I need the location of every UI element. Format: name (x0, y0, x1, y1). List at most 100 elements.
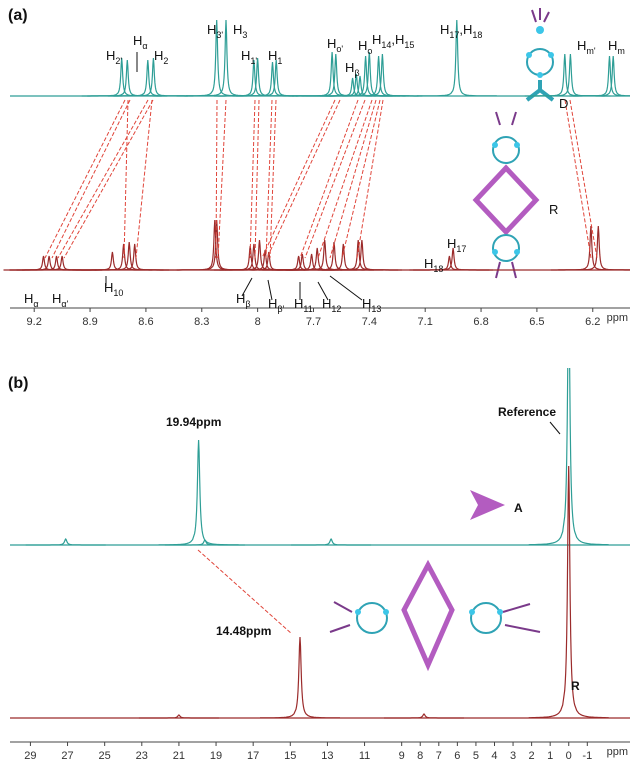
x-tick-label: 13 (321, 750, 333, 762)
peak-label: Hm (608, 38, 625, 56)
peak (177, 220, 257, 270)
x-tick-label: 23 (136, 750, 148, 762)
peak-label: Ho' (327, 36, 343, 54)
peak (72, 252, 152, 270)
x-tick-label: 25 (99, 750, 111, 762)
figure: (a)9.28.98.68.387.77.47.16.86.56.2ppmH2'… (0, 0, 630, 777)
x-tick-label: 3 (510, 750, 516, 762)
label-part: 17 (449, 30, 459, 40)
correlation-line (58, 100, 148, 258)
x-tick-label: 9 (399, 750, 405, 762)
label-part: Reference (498, 405, 556, 419)
peak (573, 56, 630, 96)
correlation-line (305, 100, 365, 258)
peak (214, 244, 294, 270)
peak-label: Hα (133, 33, 148, 51)
x-tick-label: 6 (454, 750, 460, 762)
label-part: 19.94ppm (166, 415, 221, 429)
label-part: H (362, 296, 371, 311)
label-part: m' (586, 46, 595, 56)
peak (292, 52, 372, 96)
correlation-line (342, 100, 380, 258)
x-tick-label: 8 (417, 750, 423, 762)
label-part: H (52, 291, 61, 306)
label-part: H (241, 48, 250, 63)
label-part: R (549, 202, 558, 217)
peak-label: R (571, 679, 580, 693)
peak (95, 244, 175, 270)
peak (113, 58, 193, 96)
x-tick-label: 19 (210, 750, 222, 762)
peak-label: D (559, 96, 568, 111)
label-part: 2' (115, 56, 122, 66)
x-tick-label: 1 (547, 750, 553, 762)
label-part: R (571, 679, 580, 693)
x-tick-label: 7.7 (306, 316, 321, 328)
peak-label: 14.48ppm (216, 624, 271, 638)
panel-title: (a) (8, 7, 28, 24)
correlation-line (318, 100, 372, 258)
label-part: ,H (459, 22, 472, 37)
x-tick-label: 15 (284, 750, 296, 762)
molecule-r-a (476, 112, 536, 278)
peak-label: Reference (498, 405, 556, 419)
label-part: H (207, 22, 216, 37)
peak-label: H17,H18 (440, 22, 482, 40)
x-tick-label: 17 (247, 750, 259, 762)
peak (291, 539, 371, 545)
peak (89, 242, 169, 270)
peak (329, 52, 409, 96)
x-tick-label: 0 (566, 750, 572, 762)
x-tick-label: 8 (255, 316, 261, 328)
label-part: 13 (371, 304, 381, 314)
x-tick-label: 6.5 (529, 316, 544, 328)
peak (9, 256, 89, 270)
label-part: 10 (113, 288, 123, 298)
peak (22, 256, 102, 270)
peak-label: Ho (358, 38, 372, 56)
x-tick-label: 8.6 (138, 316, 153, 328)
label-part: β (354, 68, 359, 78)
peak-label: H3' (207, 22, 223, 40)
label-part: β' (277, 304, 284, 314)
label-part: H (24, 291, 33, 306)
peak (87, 60, 167, 96)
peak (318, 240, 398, 270)
pointer (330, 276, 362, 300)
label-part: 14.48ppm (216, 624, 271, 638)
label-part: H (440, 22, 449, 37)
label-part: H (345, 60, 354, 75)
label-part: H (447, 236, 456, 251)
label-part: H (233, 22, 242, 37)
label-part: H (154, 48, 163, 63)
correlation-line (570, 100, 597, 258)
label-part: H (104, 280, 113, 295)
correlation-line (330, 100, 376, 258)
label-part: H (133, 33, 142, 48)
label-part: 11 (303, 304, 312, 314)
label-part: A (514, 501, 523, 515)
peak-label: H2 (154, 48, 168, 66)
label-part: 2 (163, 56, 168, 66)
label-part: H (236, 291, 245, 306)
correlation-line (255, 100, 259, 258)
correlation-line (52, 100, 130, 258)
spectrum-trace (4, 220, 630, 270)
label-part: 17 (456, 244, 466, 254)
label-part: H (358, 38, 367, 53)
label-part: 3 (242, 30, 247, 40)
x-tick-label: 2 (529, 750, 535, 762)
label-part: H (577, 38, 586, 53)
label-part: H (268, 296, 277, 311)
label-part: H (268, 48, 277, 63)
x-tick-label: 11 (359, 750, 370, 762)
label-part: o' (336, 44, 343, 54)
label-part: α' (61, 299, 68, 309)
x-tick-label: 6.8 (473, 316, 488, 328)
label-part: o (367, 46, 372, 56)
peak-label: 19.94ppm (166, 415, 221, 429)
x-tick-label: 6.2 (585, 316, 600, 328)
peak (260, 637, 340, 718)
peak (529, 466, 609, 718)
x-tick-label: 29 (24, 750, 36, 762)
